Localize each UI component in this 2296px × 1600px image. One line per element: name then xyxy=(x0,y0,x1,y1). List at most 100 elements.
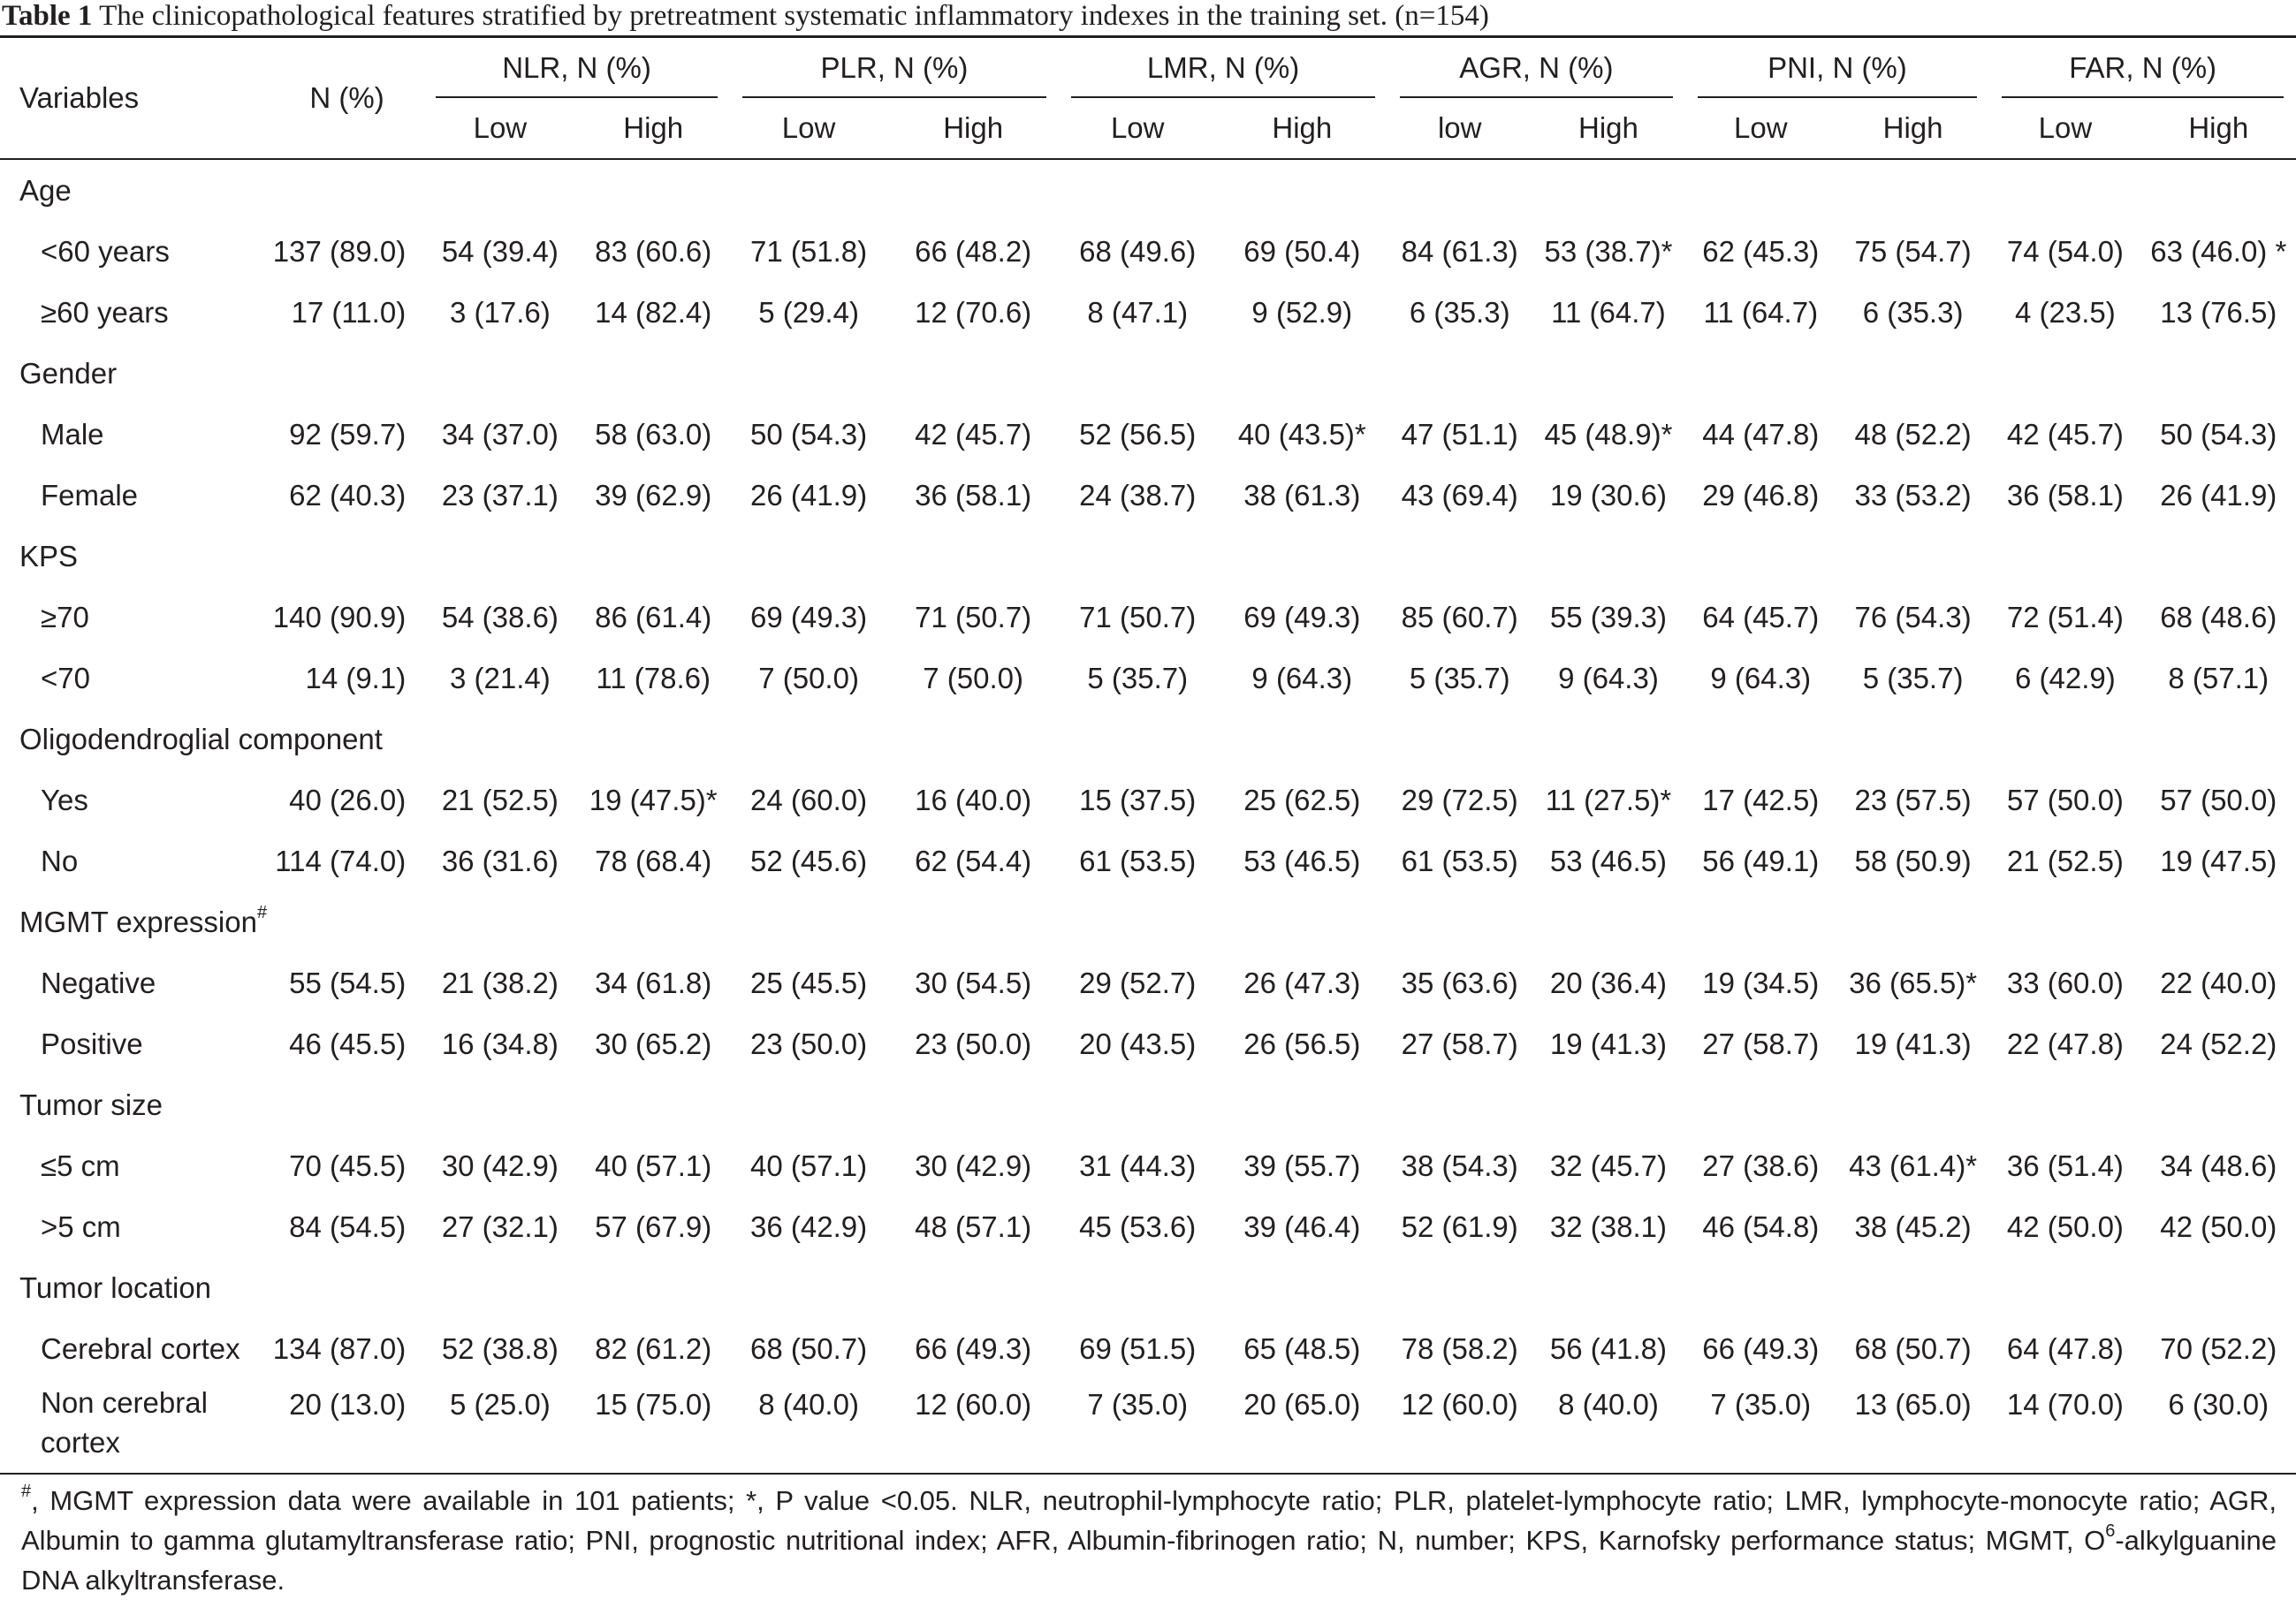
group-label-text: Age xyxy=(19,173,72,207)
table-cell: 52 (45.6) xyxy=(750,844,868,877)
group-label-text: Oligodendroglial component xyxy=(19,722,383,755)
table-cell: 65 (48.5) xyxy=(1243,1331,1361,1365)
row-label: Cerebral cortex xyxy=(41,1331,240,1365)
table-cell: 14 (82.4) xyxy=(595,295,712,329)
table-cell: 7 (50.0) xyxy=(923,661,1024,694)
table-cell: 68 (49.6) xyxy=(1079,234,1197,268)
table-cell: 66 (48.2) xyxy=(915,234,1032,268)
header-row-subheads: Low High Low High Low High low High Low … xyxy=(0,98,2296,160)
table-cell: 78 (58.2) xyxy=(1401,1331,1518,1365)
row-total-n: 84 (54.5) xyxy=(289,1209,407,1243)
table-row: >5 cm 84 (54.5) 27 (32.1) 57 (67.9) 36 (42.9… xyxy=(0,1196,2296,1257)
row-label: Non cerebral cortex xyxy=(0,1379,270,1475)
table-cell: 20 (65.0) xyxy=(1216,1379,1388,1475)
group-header-nlr: NLR, N (%) xyxy=(423,37,730,98)
table-cell: 32 (45.7) xyxy=(1549,1149,1667,1182)
row-label: Male xyxy=(41,417,104,451)
table-cell: 19 (41.3) xyxy=(1854,1027,1972,1060)
table-cell: 25 (62.5) xyxy=(1243,783,1361,816)
group-header-plr: PLR, N (%) xyxy=(730,37,1059,98)
group-label: Tumor size xyxy=(0,1074,2296,1135)
table-cell: 38 (45.2) xyxy=(1854,1209,1972,1243)
table-cell: 69 (49.3) xyxy=(1243,600,1361,633)
table-cell: 69 (50.4) xyxy=(1243,234,1361,268)
table-row: <70 14 (9.1) 3 (21.4) 11 (78.6) 7 (50.0) 7 (5… xyxy=(0,648,2296,709)
table-cell: 72 (51.4) xyxy=(2006,600,2124,633)
row-label: Female xyxy=(41,478,139,512)
table-cell: 71 (50.7) xyxy=(1079,600,1197,633)
table-cell: 9 (64.3) xyxy=(1710,661,1812,694)
table-cell: 29 (46.8) xyxy=(1702,478,1820,512)
table-cell: 34 (37.0) xyxy=(441,417,559,451)
table-cell: 55 (39.3) xyxy=(1549,600,1667,633)
table-cell: 6 (35.3) xyxy=(1409,295,1510,329)
group-row: Tumor size xyxy=(0,1074,2296,1135)
table-cell: 26 (47.3) xyxy=(1243,966,1361,999)
table-cell: 36 (42.9) xyxy=(750,1209,868,1243)
table-cell: 13 (76.5) xyxy=(2160,295,2277,329)
group-label-text: Gender xyxy=(19,356,118,390)
row-total-n: 55 (54.5) xyxy=(289,966,407,999)
table-cell: 39 (55.7) xyxy=(1243,1149,1361,1182)
table-row: Negative 55 (54.5) 21 (38.2) 34 (61.8) 25 (4… xyxy=(0,952,2296,1013)
table-cell: 20 (36.4) xyxy=(1549,966,1667,999)
table-cell: 26 (41.9) xyxy=(750,478,868,512)
group-label-text: Tumor location xyxy=(19,1270,212,1304)
footnote-superscript-6: 6 xyxy=(2105,1520,2116,1541)
row-label: ≤5 cm xyxy=(41,1149,120,1182)
subhead-far-high: High xyxy=(2140,98,2296,160)
group-label-text: Tumor size xyxy=(19,1088,163,1121)
table-cell: 42 (45.7) xyxy=(915,417,1032,451)
table-cell: 84 (61.3) xyxy=(1401,234,1518,268)
table-cell: 9 (52.9) xyxy=(1251,295,1353,329)
table-cell: 68 (48.6) xyxy=(2160,600,2277,633)
table-cell: 33 (60.0) xyxy=(2006,966,2124,999)
table-cell: 39 (62.9) xyxy=(595,478,712,512)
table-cell: 17 (42.5) xyxy=(1702,783,1820,816)
table-cell: 56 (41.8) xyxy=(1549,1331,1667,1365)
table-cell: 45 (53.6) xyxy=(1079,1209,1197,1243)
table-cell: 3 (17.6) xyxy=(450,295,551,329)
table-cell: 11 (64.7) xyxy=(1551,295,1666,329)
row-total-n: 17 (11.0) xyxy=(291,295,407,329)
table-row: Male 92 (59.7) 34 (37.0) 58 (63.0) 50 (54.3)… xyxy=(0,404,2296,465)
row-label: <60 years xyxy=(41,234,170,268)
table-cell: 38 (54.3) xyxy=(1401,1149,1518,1182)
row-total-n: 70 (45.5) xyxy=(289,1149,407,1182)
row-total-n: 92 (59.7) xyxy=(289,417,407,451)
table-cell: 66 (49.3) xyxy=(1702,1331,1820,1365)
table-cell: 54 (38.6) xyxy=(441,600,559,633)
table-cell: 15 (37.5) xyxy=(1079,783,1197,816)
table-cell: 53 (46.5) xyxy=(1243,844,1361,877)
table-cell: 5 (25.0) xyxy=(423,1379,577,1475)
table-row: ≥60 years 17 (11.0) 3 (17.6) 14 (82.4) 5 (29… xyxy=(0,282,2296,343)
table-cell: 30 (54.5) xyxy=(915,966,1032,999)
row-label: ≥70 xyxy=(41,600,89,633)
table-cell: 38 (61.3) xyxy=(1243,478,1361,512)
table-cell: 50 (54.3) xyxy=(2160,417,2277,451)
table-row: Positive 46 (45.5) 16 (34.8) 30 (65.2) 23 (5… xyxy=(0,1013,2296,1074)
group-header-far: FAR, N (%) xyxy=(1989,37,2296,98)
table-cell: 23 (50.0) xyxy=(750,1027,868,1060)
table-cell: 45 (48.9)* xyxy=(1544,417,1673,451)
table-cell: 23 (57.5) xyxy=(1854,783,1972,816)
subhead-plr-low: Low xyxy=(729,98,888,160)
table-cell: 20 (43.5) xyxy=(1079,1027,1197,1060)
table-cell: 71 (50.7) xyxy=(915,600,1032,633)
table-cell: 42 (50.0) xyxy=(2006,1209,2124,1243)
table-cell: 9 (64.3) xyxy=(1251,661,1353,694)
table-cell: 50 (54.3) xyxy=(750,417,868,451)
row-total-n: 62 (40.3) xyxy=(289,478,407,512)
table-cell: 27 (32.1) xyxy=(441,1209,559,1243)
group-label-text: MGMT expression xyxy=(19,905,257,938)
table-cell: 23 (37.1) xyxy=(441,478,559,512)
n-percent-header: N (%) xyxy=(270,36,424,160)
table-row: ≤5 cm 70 (45.5) 30 (42.9) 40 (57.1) 40 (57.1… xyxy=(0,1135,2296,1196)
group-row: MGMT expression# xyxy=(0,891,2296,952)
group-label-text: KPS xyxy=(19,539,79,573)
row-label: No xyxy=(41,844,79,877)
table-cell: 7 (35.0) xyxy=(1684,1379,1836,1475)
table-cell: 5 (35.7) xyxy=(1862,661,1964,694)
row-label: <70 xyxy=(41,661,90,694)
variables-header: Variables xyxy=(0,36,270,160)
